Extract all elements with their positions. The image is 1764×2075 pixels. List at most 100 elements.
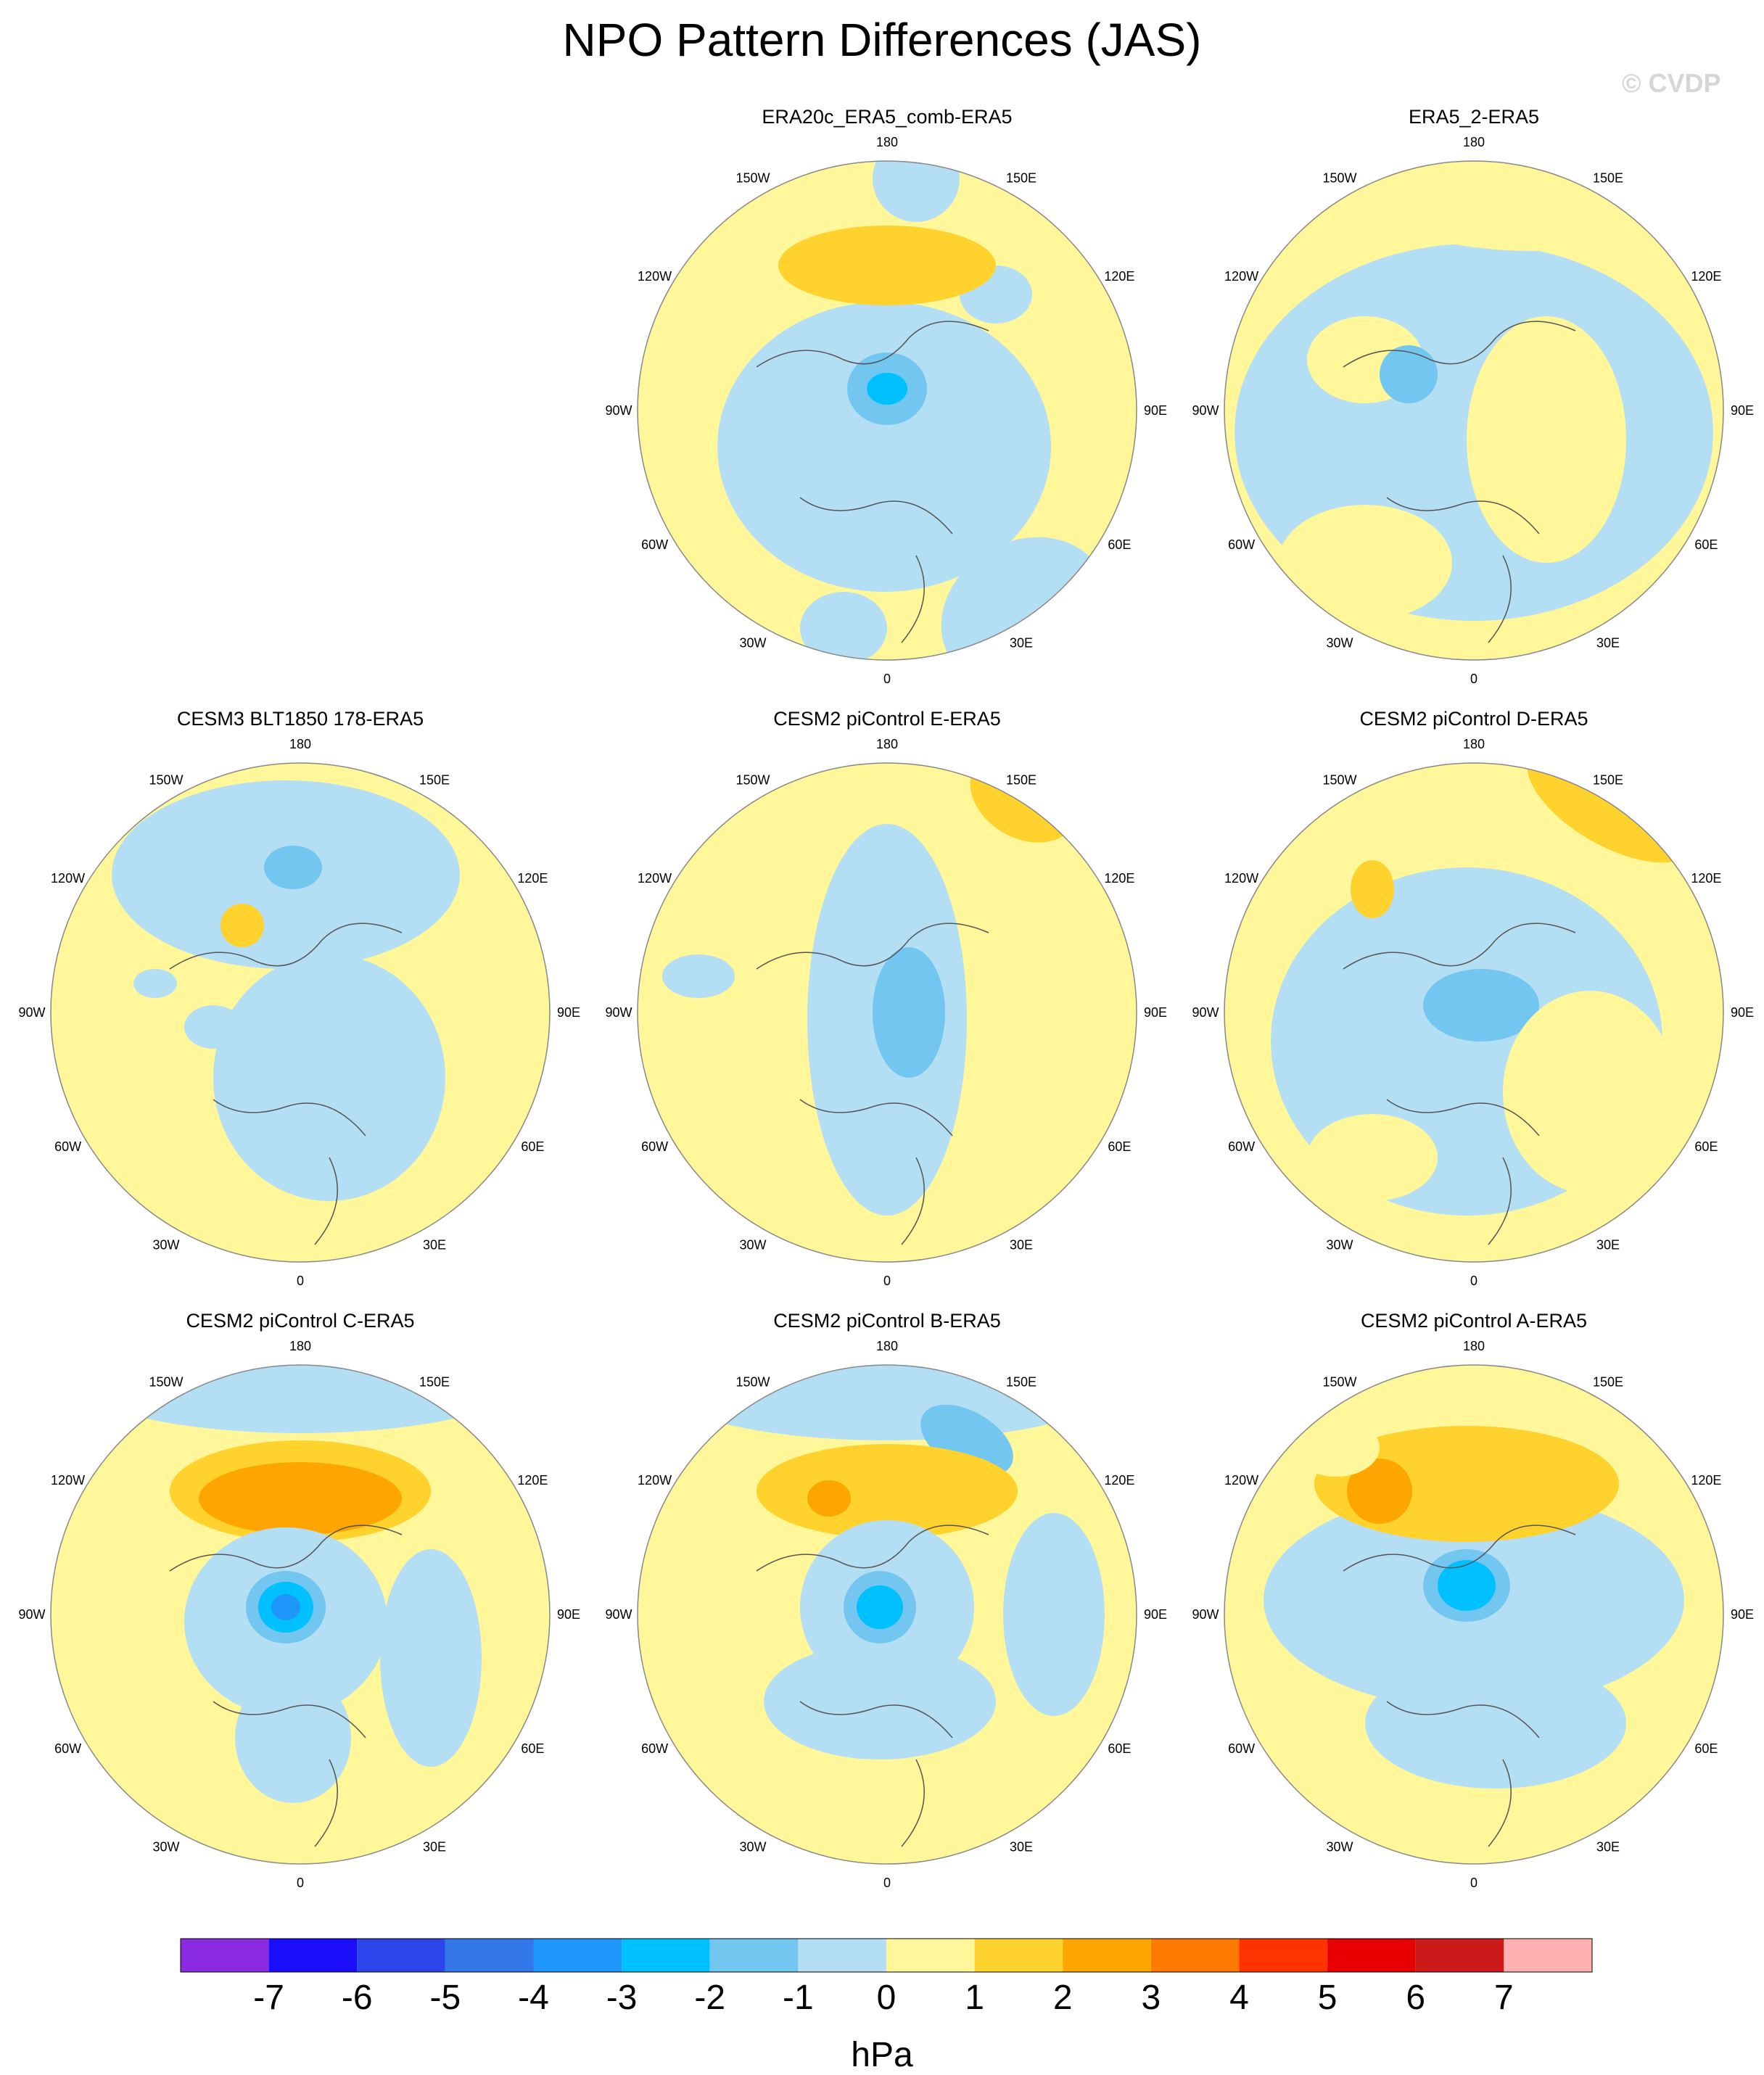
panel-title: CESM2 piControl B-ERA5 xyxy=(773,1310,1001,1332)
lon-label: 120W xyxy=(51,871,85,886)
lon-label: 90E xyxy=(1731,1607,1754,1622)
lon-label: 60W xyxy=(54,1741,81,1756)
colorbar-tick-label: -2 xyxy=(694,1979,725,2017)
lon-label: 150W xyxy=(1322,1375,1356,1390)
colorbar-tick-label: 5 xyxy=(1318,1979,1338,2017)
lon-label: 150E xyxy=(1593,773,1623,788)
lon-label: 120E xyxy=(1691,871,1721,886)
lon-label: 90E xyxy=(1144,1607,1167,1622)
lon-label: 150W xyxy=(1322,773,1356,788)
lon-label: 120E xyxy=(517,1473,548,1488)
lon-label: 120W xyxy=(638,1473,672,1488)
lon-label: 90E xyxy=(1731,403,1754,418)
lon-label: 60E xyxy=(1108,1741,1131,1756)
colorbar-swatch xyxy=(798,1939,886,1972)
lon-label: 150E xyxy=(419,1375,450,1390)
lon-label: 30W xyxy=(1326,1839,1353,1854)
watermark: © CVDP xyxy=(1622,68,1721,98)
anomaly-contour xyxy=(1380,345,1438,403)
colorbar-tick-label: 6 xyxy=(1406,1979,1425,2017)
lon-label: 150E xyxy=(419,773,450,788)
anomaly-contour xyxy=(764,1643,996,1760)
lon-label: 60E xyxy=(1694,1139,1718,1154)
map-panel-5: 180 150E 120E 90E 60E 30E 0 30W 60W 90W 120W 150W CE… xyxy=(18,1310,580,1890)
map-border xyxy=(1224,1364,1724,1865)
lon-label: 120E xyxy=(1691,1473,1721,1488)
colorbar-tick-label: 1 xyxy=(965,1979,984,2017)
colorbar-unit-label: hPa xyxy=(851,2036,913,2074)
lon-label: 60E xyxy=(1108,537,1131,552)
lon-label: 120W xyxy=(1224,1473,1258,1488)
lon-label: 60E xyxy=(1694,537,1718,552)
lon-label: 0 xyxy=(883,1876,891,1890)
lon-label: 90W xyxy=(18,1607,45,1622)
map-panel-4: 180 150E 120E 90E 60E 30E 0 30W 60W 90W 120W 150W CE… xyxy=(1192,708,1754,1288)
lon-label: 180 xyxy=(289,1339,311,1353)
anomaly-contour xyxy=(213,954,445,1201)
colorbar-swatch xyxy=(1150,1939,1240,1972)
anomaly-contour xyxy=(220,904,264,947)
panel-title: CESM2 piControl D-ERA5 xyxy=(1359,708,1588,730)
map-panel-3: 180 150E 120E 90E 60E 30E 0 30W 60W 90W 120W 150W CE… xyxy=(605,708,1167,1288)
map-border xyxy=(637,160,1137,661)
colorbar-swatch xyxy=(533,1939,622,1972)
anomaly-contour xyxy=(873,161,960,222)
anomaly-contour xyxy=(662,954,735,998)
colorbar-tick-label: -1 xyxy=(783,1979,814,2017)
anomaly-contour xyxy=(1365,1658,1626,1789)
lon-label: 180 xyxy=(289,737,311,751)
lon-label: 120W xyxy=(638,269,672,284)
lon-label: 120E xyxy=(1104,871,1134,886)
anomaly-contour xyxy=(778,226,996,305)
lon-label: 30E xyxy=(1596,1237,1620,1252)
colorbar-tick-label: 4 xyxy=(1229,1979,1249,2017)
anomaly-contour xyxy=(807,1480,851,1517)
colorbar-swatch xyxy=(974,1939,1063,1972)
lon-label: 60W xyxy=(1228,1139,1255,1154)
lon-label: 0 xyxy=(297,1274,304,1288)
lon-label: 30E xyxy=(1596,635,1620,650)
lon-label: 30W xyxy=(1326,635,1353,650)
lon-label: 90E xyxy=(1144,1005,1167,1020)
colorbar-swatch xyxy=(709,1939,799,1972)
anomaly-contour xyxy=(1438,1560,1496,1611)
lon-label: 0 xyxy=(1470,1274,1477,1288)
lon-label: 180 xyxy=(1463,737,1485,751)
lon-label: 150E xyxy=(1006,1375,1036,1390)
colorbar-swatch xyxy=(1063,1939,1151,1972)
lon-label: 150E xyxy=(1006,171,1036,186)
anomaly-contour xyxy=(857,1585,903,1629)
panel-title: CESM2 piControl A-ERA5 xyxy=(1361,1310,1587,1332)
lon-label: 90W xyxy=(605,403,632,418)
panel-title: CESM3 BLT1850 178-ERA5 xyxy=(177,708,424,730)
anomaly-contour xyxy=(867,373,907,405)
anomaly-contour xyxy=(873,947,945,1078)
lon-label: 150E xyxy=(1593,1375,1623,1390)
coastline xyxy=(756,923,989,1245)
anomaly-contour xyxy=(1003,1513,1105,1716)
lon-label: 60W xyxy=(641,1741,668,1756)
map-panel-6: 180 150E 120E 90E 60E 30E 0 30W 60W 90W 120W 150W CE… xyxy=(605,1310,1167,1890)
lon-label: 90W xyxy=(1192,403,1219,418)
lon-label: 150E xyxy=(1006,773,1036,788)
lon-label: 30E xyxy=(1010,1237,1033,1252)
lon-label: 90E xyxy=(1144,403,1167,418)
anomaly-contour xyxy=(1307,1114,1438,1201)
panel-title: CESM2 piControl E-ERA5 xyxy=(773,708,1001,730)
map-panel-1: 180 150E 120E 90E 60E 30E 0 30W 60W 90W 120W 150W ER… xyxy=(1192,106,1754,686)
colorbar-swatch xyxy=(1327,1939,1416,1972)
lon-label: 60W xyxy=(641,1139,668,1154)
lon-label: 120E xyxy=(1104,269,1134,284)
lon-label: 120E xyxy=(1104,1473,1134,1488)
anomaly-contour xyxy=(199,1462,402,1535)
anomaly-contour xyxy=(800,592,887,660)
map-border xyxy=(1224,160,1724,661)
lon-label: 30W xyxy=(152,1839,179,1854)
lon-label: 90W xyxy=(18,1005,45,1020)
anomaly-contour xyxy=(1351,860,1394,918)
lon-label: 90W xyxy=(1192,1005,1219,1020)
lon-label: 30E xyxy=(423,1839,446,1854)
anomaly-contour xyxy=(1467,316,1626,563)
coastline xyxy=(1343,321,1576,643)
